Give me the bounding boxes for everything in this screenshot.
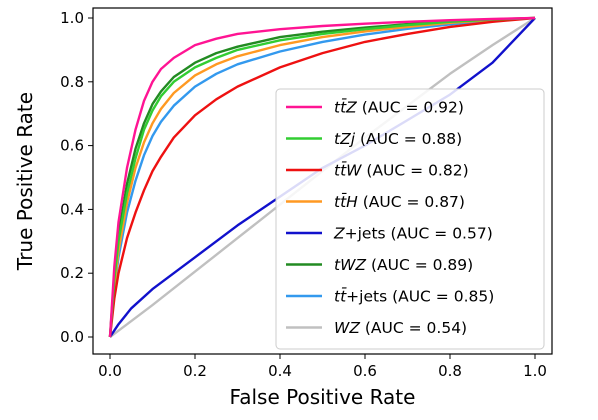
roc-curve-ttw [108,16,536,338]
legend-entry: tt̄H (AUC = 0.87) [334,192,465,211]
legend-entry: tt̄Z (AUC = 0.92) [334,98,464,117]
legend-entry-process: tt̄Z [334,98,357,117]
legend-entry-process: tt̄H [334,192,358,211]
legend-entry-process: tZj [334,130,356,148]
roc-curves [108,16,536,338]
x-tick-label: 1.0 [523,362,547,380]
legend-entry-auc: +jets (AUC = 0.57) [345,225,493,243]
roc-curve-tzj [108,16,536,338]
legend-entry-process: Z [333,225,345,243]
y-tick-label: 0.8 [60,73,84,91]
y-tick-label: 0.2 [60,264,84,282]
y-tick-label: 0.4 [60,200,84,218]
legend-entry-auc: +jets (AUC = 0.85) [346,288,494,306]
legend-entry: Z+jets (AUC = 0.57) [333,225,493,243]
x-tick-label: 0.8 [438,362,462,380]
x-tick-label: 0.4 [268,362,292,380]
legend-entry-auc: (AUC = 0.87) [358,193,465,211]
x-tick-label: 0.6 [353,362,377,380]
legend-box [275,88,545,350]
y-tick-label: 0.6 [60,137,84,155]
legend-entry: tWZ (AUC = 0.89) [334,256,473,274]
legend: tt̄Z (AUC = 0.92)tZj (AUC = 0.88)tt̄W (A… [275,88,545,350]
legend-entry-auc: (AUC = 0.88) [355,130,462,148]
legend-entry-process: WZ [334,319,360,337]
y-axis-label: True Positive Rate [13,92,37,271]
legend-entry-auc: (AUC = 0.92) [357,99,464,117]
x-tick-label: 0.2 [183,362,207,380]
legend-entry-auc: (AUC = 0.82) [361,162,468,180]
legend-entry-process: tWZ [334,256,366,274]
y-tick-label: 1.0 [60,9,84,27]
y-tick-label: 0.0 [60,328,84,346]
legend-entry: tt̄W (AUC = 0.82) [334,161,469,180]
roc-curve-tth [108,16,536,338]
y-axis-ticks: 0.0 0.2 0.4 0.6 0.8 1.0 [60,9,93,346]
legend-entry-process: tt̄ [334,287,347,306]
plot-frame [92,7,553,355]
legend-entry: tZj (AUC = 0.88) [334,130,462,148]
legend-entry-process: tt̄W [334,161,362,180]
legend-entry-auc: (AUC = 0.54) [360,319,467,337]
x-axis-label: False Positive Rate [230,385,416,409]
legend-entry: WZ (AUC = 0.54) [334,319,467,337]
legend-entry-auc: (AUC = 0.89) [366,256,473,274]
roc-curve-tt-jets [108,16,536,338]
x-axis-ticks: 0.0 0.2 0.4 0.6 0.8 1.0 [98,354,547,380]
x-tick-label: 0.0 [98,362,122,380]
roc-curve-ttz [108,16,536,338]
legend-entry: tt̄+jets (AUC = 0.85) [334,287,494,306]
